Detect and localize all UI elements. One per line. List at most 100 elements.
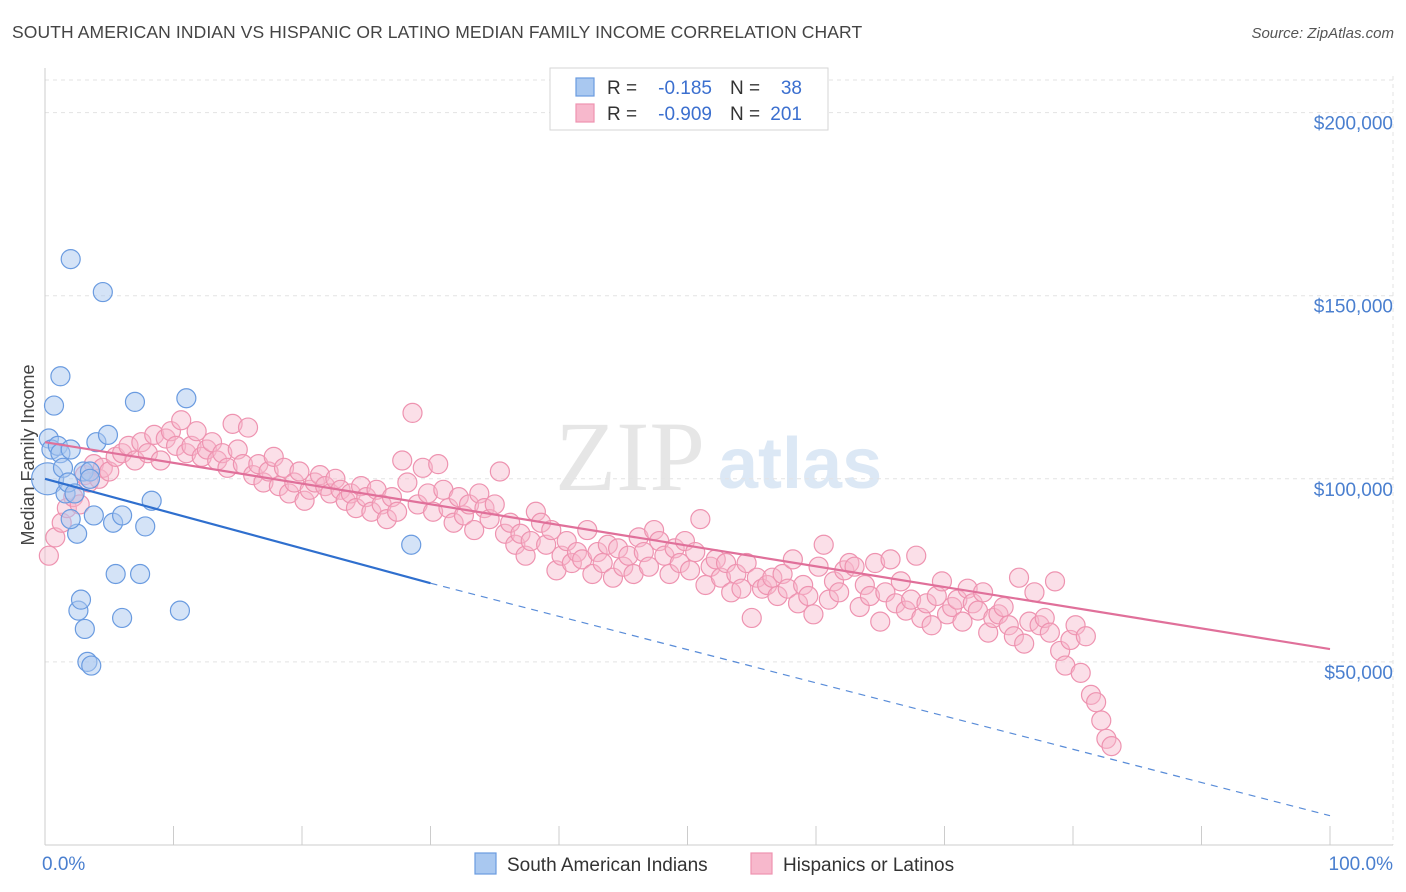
hispanic-point-129 xyxy=(715,552,737,574)
hispanic-point-144 xyxy=(793,574,814,596)
hispanic-point-23 xyxy=(171,410,192,431)
hispanic-point-73 xyxy=(428,454,449,475)
y-axis-label: Median Family Income xyxy=(18,364,38,545)
hispanic-point-103 xyxy=(582,563,603,585)
stats-r-label-2: R = xyxy=(607,104,637,125)
chart-source: Source: ZipAtlas.com xyxy=(1251,25,1394,42)
hispanic-point-175 xyxy=(952,611,973,632)
hispanic-point-105 xyxy=(592,552,613,574)
south-american-indian-point-6 xyxy=(50,366,71,387)
hispanic-point-76 xyxy=(443,512,464,533)
hispanic-point-141 xyxy=(777,578,798,599)
hispanic-point-184 xyxy=(998,615,1019,636)
y-tick-label-1: $100,000 xyxy=(1314,480,1393,501)
hispanic-point-158 xyxy=(865,552,886,574)
south-american-indian-point-21 xyxy=(81,655,102,676)
hispanic-point-201 xyxy=(1086,692,1107,713)
hispanic-point-67 xyxy=(397,472,418,493)
hispanic-point-198 xyxy=(1070,662,1091,683)
south-american-indian-point-35 xyxy=(176,388,197,409)
x-tick-labels: 0.0% 100.0% xyxy=(42,854,1393,875)
stats-n-value-1: 38 xyxy=(781,78,802,99)
south-american-indian-point-27 xyxy=(105,563,126,585)
y-tick-label-0: $50,000 xyxy=(1324,663,1393,684)
south-american-indian-point-30 xyxy=(124,391,146,413)
hispanic-point-107 xyxy=(602,567,624,588)
hispanic-point-189 xyxy=(1024,582,1045,603)
hispanic-point-145 xyxy=(798,585,819,607)
hispanic-point-185 xyxy=(1003,626,1024,647)
hispanic-point-43 xyxy=(273,457,295,478)
south-american-indian-point-11 xyxy=(60,248,81,270)
stats-r-label-1: R = xyxy=(607,78,637,99)
hispanic-point-46 xyxy=(289,461,310,482)
hispanic-point-199 xyxy=(1075,626,1096,647)
hispanic-point-186 xyxy=(1008,567,1030,588)
south-american-indian-point-20 xyxy=(79,468,101,489)
south-american-indian-point-15 xyxy=(70,589,92,610)
hispanic-point-204 xyxy=(1101,736,1122,757)
stats-r-value-2: -0.909 xyxy=(658,104,712,125)
south-american-indian-point-3 xyxy=(43,395,65,416)
south-american-indian-point-17 xyxy=(74,618,95,640)
hispanic-point-134 xyxy=(741,607,762,629)
hispanic-point-66 xyxy=(392,450,413,471)
hispanic-point-162 xyxy=(885,593,906,614)
stats-legend: R = -0.185 N = 38 R = -0.909 N = 201 xyxy=(549,67,829,131)
legend-pink-swatch xyxy=(750,852,773,875)
hispanic-point-159 xyxy=(870,611,891,632)
hispanic-point-33 xyxy=(222,413,243,434)
hispanic-point-22 xyxy=(165,435,187,456)
hispanic-point-132 xyxy=(731,578,752,599)
south-american-indian-point-29 xyxy=(111,505,133,526)
stats-n-label-1: N = xyxy=(730,78,760,99)
hispanic-point-104 xyxy=(587,541,608,563)
stats-legend-box xyxy=(549,67,829,131)
hispanic-point-169 xyxy=(921,615,942,636)
south-american-indian-point-34 xyxy=(169,600,191,621)
stats-legend-blue-swatch xyxy=(575,77,595,97)
south-american-indian-point-36 xyxy=(401,534,422,555)
hispanic-point-89 xyxy=(510,523,531,544)
south-american-indian-point-24 xyxy=(92,281,113,303)
hispanic-point-150 xyxy=(823,571,845,592)
watermark-zip: ZIP xyxy=(555,401,705,512)
series-legend: South American Indians Hispanics or Lati… xyxy=(474,852,954,876)
blue-trend-line xyxy=(44,477,431,585)
hispanic-point-148 xyxy=(813,534,834,555)
south-american-indian-point-32 xyxy=(135,516,156,537)
hispanic-point-29 xyxy=(201,432,223,453)
hispanic-point-86 xyxy=(494,523,516,544)
hispanic-point-58 xyxy=(351,476,372,497)
south-american-indian-point-31 xyxy=(129,563,151,585)
hispanic-point-72 xyxy=(422,501,444,522)
hispanic-point-70 xyxy=(412,457,433,478)
series-hispanics-points xyxy=(38,402,1122,757)
hispanic-point-108 xyxy=(608,538,629,559)
hispanic-point-98 xyxy=(556,530,577,552)
hispanic-point-193 xyxy=(1044,571,1066,592)
hispanic-point-157 xyxy=(859,585,881,607)
hispanic-point-149 xyxy=(818,589,839,610)
legend-blue-swatch xyxy=(474,852,497,875)
stats-n-value-2: 201 xyxy=(770,104,802,125)
hispanic-point-120 xyxy=(669,552,690,574)
hispanic-point-26 xyxy=(186,421,207,442)
chart-title: SOUTH AMERICAN INDIAN VS HISPANIC OR LAT… xyxy=(12,22,862,42)
south-american-indian-point-37 xyxy=(60,508,81,530)
south-american-indian-point-25 xyxy=(97,424,119,445)
hispanic-point-68 xyxy=(402,402,423,423)
trend-lines xyxy=(44,441,1331,817)
hispanic-point-109 xyxy=(613,556,634,577)
y-tick-label-2: $150,000 xyxy=(1314,297,1393,318)
hispanic-point-168 xyxy=(916,593,937,614)
hispanic-point-84 xyxy=(484,494,505,515)
hispanic-point-165 xyxy=(900,589,922,610)
hispanic-point-65 xyxy=(386,501,408,522)
hispanic-point-85 xyxy=(489,461,510,482)
hispanic-point-18 xyxy=(144,424,165,445)
hispanic-point-166 xyxy=(906,545,927,566)
hispanic-point-161 xyxy=(880,549,901,570)
hispanic-point-36 xyxy=(237,417,259,438)
hispanic-point-151 xyxy=(829,582,850,603)
